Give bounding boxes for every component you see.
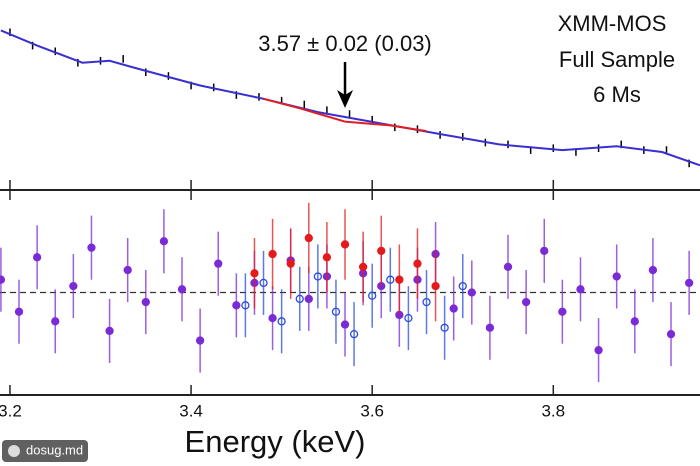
annotation-arrowhead [337,90,354,108]
data-point [666,329,676,339]
data-point [159,237,169,246]
data-point [331,307,341,316]
data-point [368,291,377,300]
data-point [594,346,603,355]
data-point [32,253,42,262]
data-point [304,294,313,304]
panel-label: 6 Ms [593,82,641,107]
x-tick-label: 3.4 [179,401,203,420]
data-point [467,288,476,297]
data-point [413,259,422,268]
watermark: dosug.md [26,442,83,457]
data-point [69,281,78,291]
data-point [277,317,286,326]
x-tick-label: 3.2 [0,401,22,420]
model-line [263,97,427,133]
data-point [322,253,332,262]
data-point [241,301,250,310]
data-point [540,246,549,256]
data-point [232,301,241,310]
data-point [268,313,277,323]
data-point [684,278,694,288]
data-point [449,304,458,313]
data-point [340,240,350,249]
panel-label: XMM-MOS [558,11,667,36]
data-point [313,272,323,281]
data-point [51,317,60,326]
data-point [141,297,150,307]
data-point [503,262,513,272]
x-axis-label: Energy (keV) [185,424,366,459]
data-point [123,265,132,275]
x-tick-label: 3.6 [360,401,384,420]
data-point [214,259,223,268]
model-line [0,29,700,167]
data-point [458,281,467,291]
data-point [377,246,386,256]
data-point [485,323,495,332]
watermark-icon [8,445,20,457]
data-point [612,272,621,281]
data-point [286,259,295,268]
x-tick-label: 3.8 [541,401,565,420]
data-point [431,281,440,291]
data-point [295,294,304,304]
data-point [576,285,585,294]
data-point [177,285,187,294]
data-point [630,317,639,326]
data-point [440,323,449,332]
data-point [195,336,205,345]
data-point [0,275,6,284]
panel-label: Full Sample [559,47,675,72]
data-point [422,297,431,307]
annotation: 3.57 ± 0.02 (0.03) [258,31,432,56]
watermark-badge [2,440,88,462]
data-point [14,307,24,316]
data-point [395,275,404,284]
data-point [268,249,277,259]
data-point [304,233,313,243]
data-point [105,326,114,336]
data-point [358,262,368,272]
data-point [648,265,658,275]
data-point [386,275,395,284]
data-point [558,307,567,316]
data-point [340,320,350,329]
data-point [404,313,413,323]
data-point [87,243,96,252]
data-point [521,297,531,307]
data-point [259,278,268,288]
data-point [250,269,259,278]
data-point [349,329,359,339]
